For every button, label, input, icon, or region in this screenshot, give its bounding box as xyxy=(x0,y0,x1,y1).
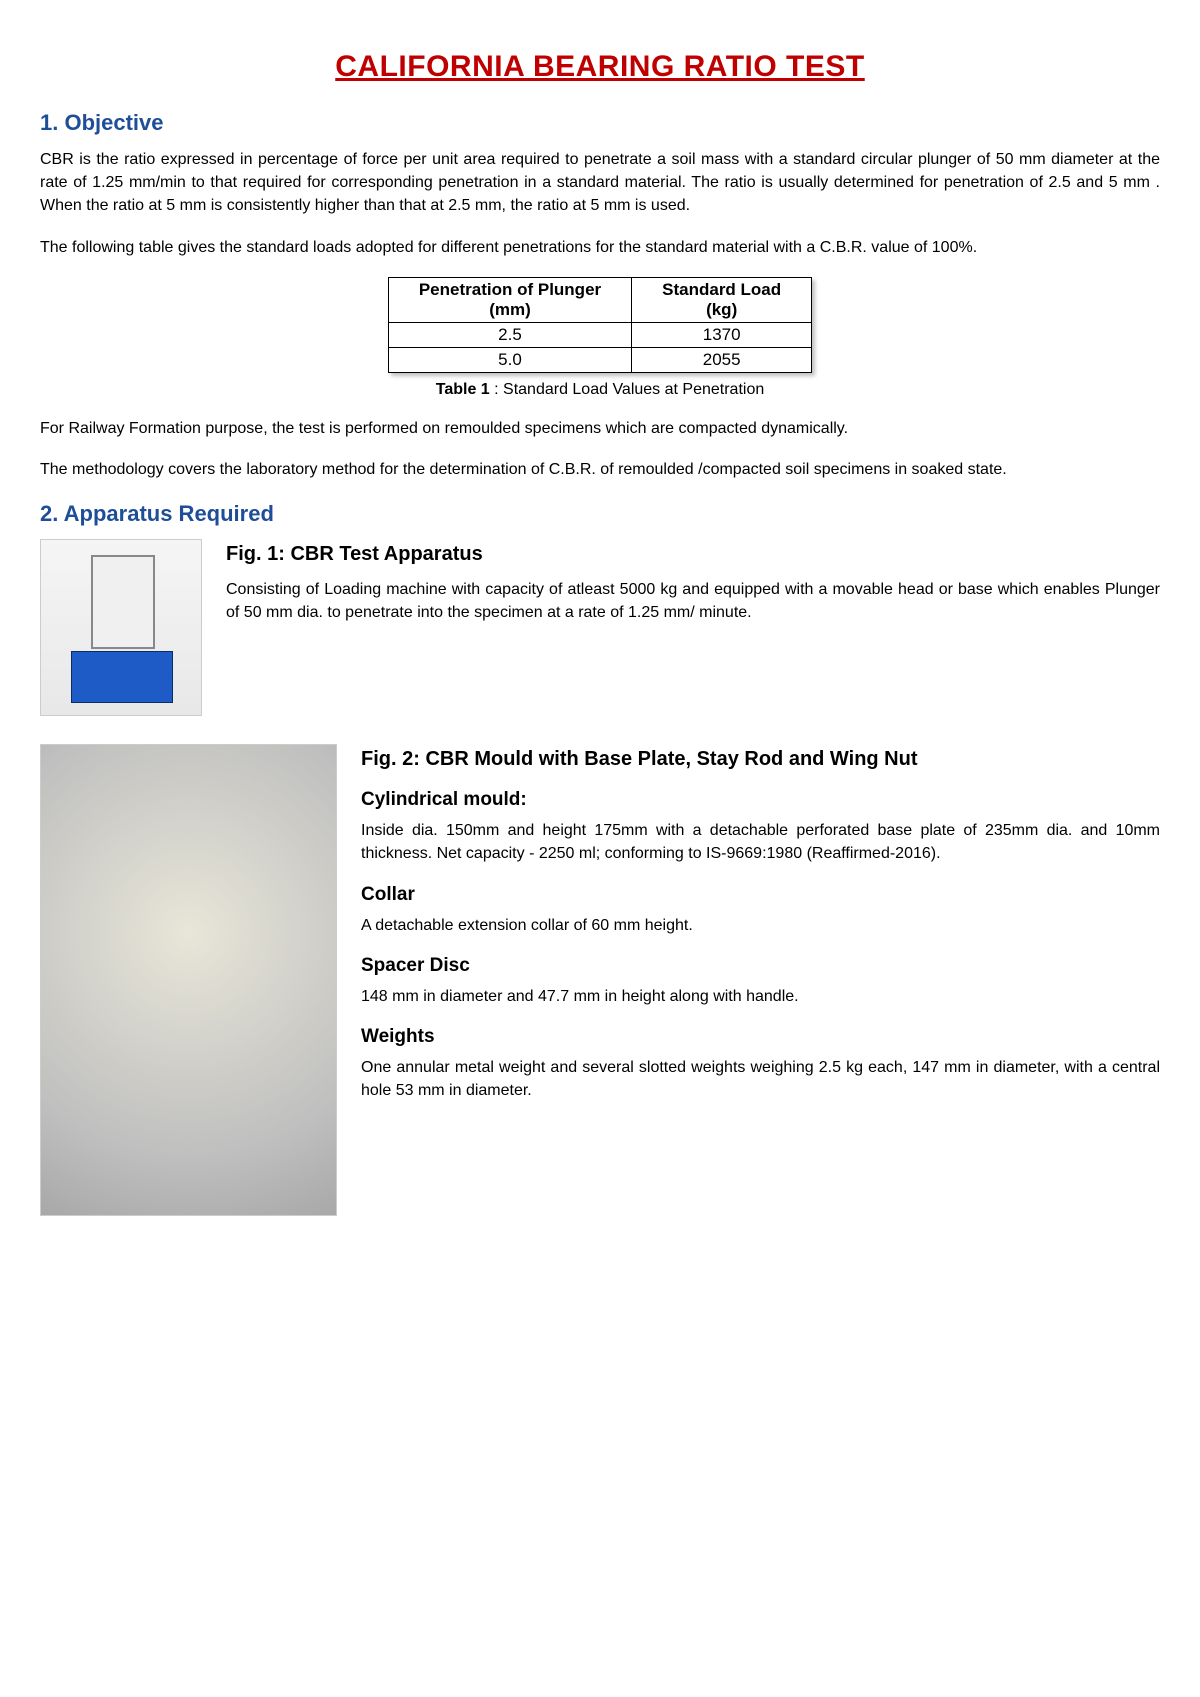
table-cell: 5.0 xyxy=(388,347,631,372)
table-row: 2.5 1370 xyxy=(388,322,811,347)
header-cell-text: (mm) xyxy=(489,300,531,319)
figure-2-image xyxy=(40,744,337,1216)
standard-load-table: Penetration of Plunger (mm) Standard Loa… xyxy=(388,277,812,373)
table-header-load: Standard Load (kg) xyxy=(632,277,812,322)
figure-1-block: Fig. 1: CBR Test Apparatus Consisting of… xyxy=(40,539,1160,716)
table-header-row: Penetration of Plunger (mm) Standard Loa… xyxy=(388,277,811,322)
caption-text: : Standard Load Values at Penetration xyxy=(490,381,765,398)
table-row: 5.0 2055 xyxy=(388,347,811,372)
figure-2-body: Fig. 2: CBR Mould with Base Plate, Stay … xyxy=(361,744,1160,1216)
figure-2-title: Fig. 2: CBR Mould with Base Plate, Stay … xyxy=(361,748,1160,771)
collar-heading: Collar xyxy=(361,884,1160,906)
section-2-heading: 2. Apparatus Required xyxy=(40,501,1160,527)
table-cell: 1370 xyxy=(632,322,812,347)
collar-text: A detachable extension collar of 60 mm h… xyxy=(361,914,1160,937)
caption-label: Table 1 xyxy=(436,381,490,398)
table-cell: 2055 xyxy=(632,347,812,372)
header-cell-text: (kg) xyxy=(706,300,737,319)
figure-1-image xyxy=(40,539,202,716)
header-cell-text: Standard Load xyxy=(662,280,781,299)
spacer-disc-heading: Spacer Disc xyxy=(361,955,1160,977)
table-1-caption: Table 1 : Standard Load Values at Penetr… xyxy=(40,381,1160,399)
figure-1-body: Fig. 1: CBR Test Apparatus Consisting of… xyxy=(226,539,1160,632)
figure-1-text: Consisting of Loading machine with capac… xyxy=(226,578,1160,624)
cylindrical-mould-heading: Cylindrical mould: xyxy=(361,789,1160,811)
objective-para-4: The methodology covers the laboratory me… xyxy=(40,458,1160,481)
figure-2-block: Fig. 2: CBR Mould with Base Plate, Stay … xyxy=(40,744,1160,1216)
document-title: CALIFORNIA BEARING RATIO TEST xyxy=(40,50,1160,84)
objective-para-3: For Railway Formation purpose, the test … xyxy=(40,417,1160,440)
objective-para-2: The following table gives the standard l… xyxy=(40,236,1160,259)
header-cell-text: Penetration of Plunger xyxy=(419,280,601,299)
table-cell: 2.5 xyxy=(388,322,631,347)
figure-1-title: Fig. 1: CBR Test Apparatus xyxy=(226,543,1160,566)
objective-para-1: CBR is the ratio expressed in percentage… xyxy=(40,148,1160,218)
spacer-disc-text: 148 mm in diameter and 47.7 mm in height… xyxy=(361,985,1160,1008)
weights-text: One annular metal weight and several slo… xyxy=(361,1056,1160,1102)
cylindrical-mould-text: Inside dia. 150mm and height 175mm with … xyxy=(361,819,1160,865)
table-header-penetration: Penetration of Plunger (mm) xyxy=(388,277,631,322)
weights-heading: Weights xyxy=(361,1026,1160,1048)
section-1-heading: 1. Objective xyxy=(40,110,1160,136)
